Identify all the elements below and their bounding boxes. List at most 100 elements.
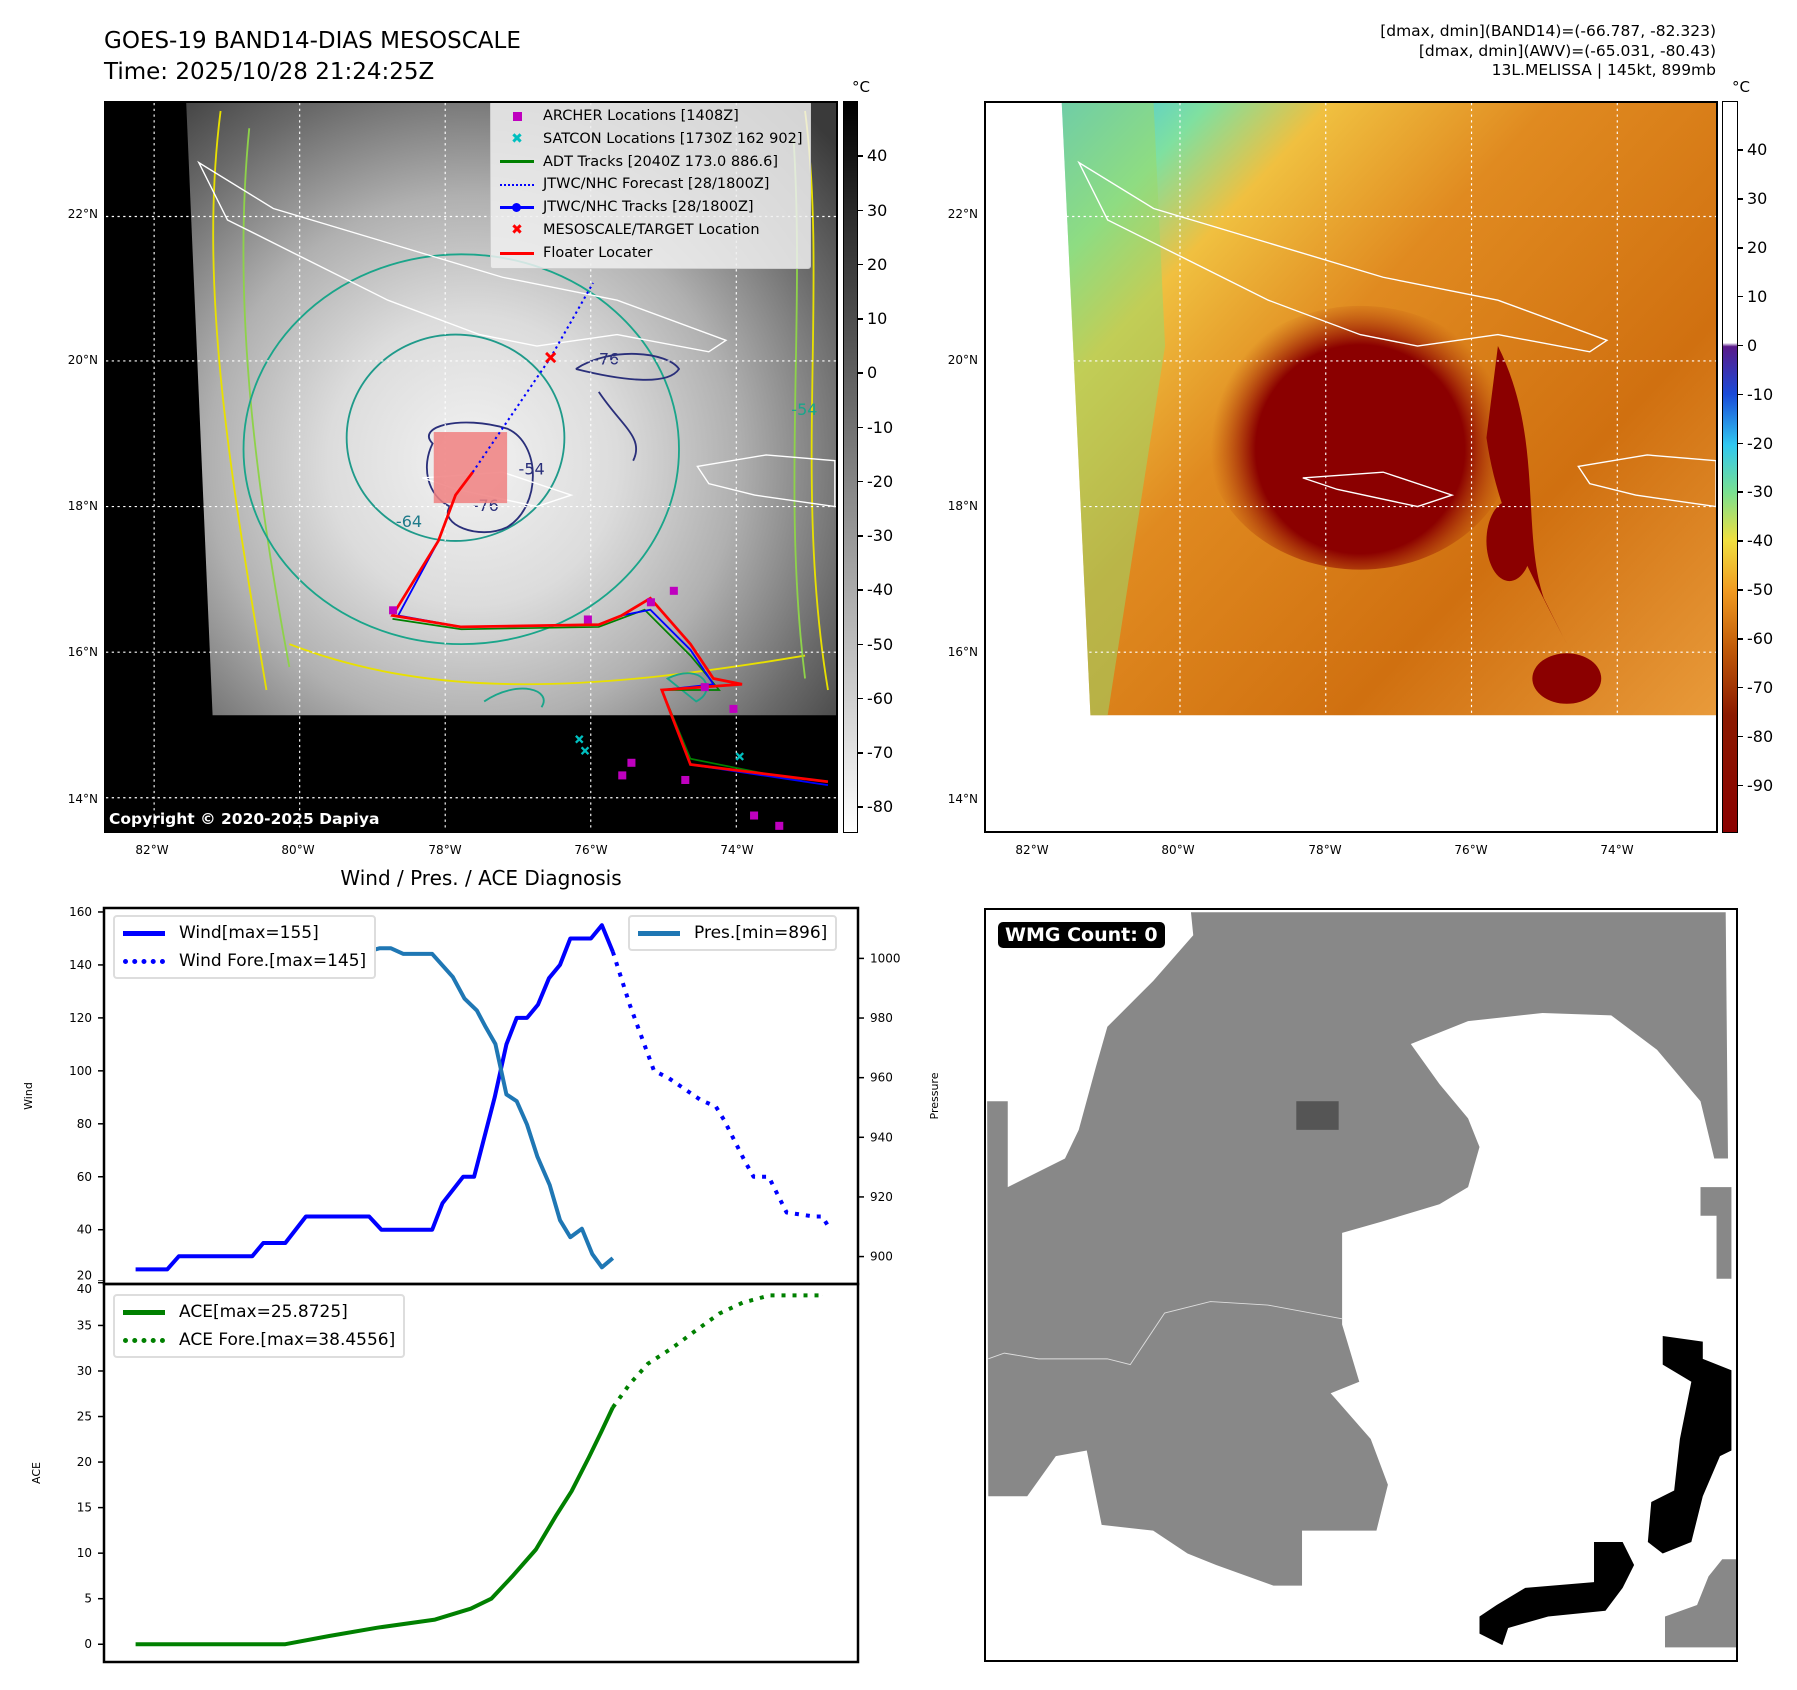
colorbar-left-unit: °C — [852, 78, 870, 96]
colorbar-tick-label: -70 — [867, 743, 894, 763]
legend-label: ACE Fore.[max=38.4556] — [179, 1330, 396, 1350]
colorbar-tick-label: 30 — [1747, 189, 1768, 209]
solid-line-icon — [123, 930, 165, 936]
lon-label: 78°W — [1308, 843, 1342, 857]
y-tick-label: 10 — [77, 1546, 92, 1560]
colorbar-tick — [858, 480, 863, 483]
colorbar-tick — [1738, 540, 1743, 542]
wmg-panel: WMG Count: 0 — [984, 908, 1738, 1662]
contour-teal-outer — [242, 253, 680, 646]
colorbar-tick-label: -30 — [1747, 482, 1774, 502]
awv-left-edge — [1061, 103, 1166, 716]
y-tick-label: 25 — [77, 1410, 92, 1424]
coastlines — [1077, 160, 1716, 508]
solid-line-icon — [638, 930, 680, 936]
colorbar-tick — [1738, 247, 1743, 249]
x-marker-icon: ✖ — [511, 221, 523, 238]
dotted-line-icon — [123, 958, 165, 964]
y-tick-label: 20 — [77, 1269, 92, 1283]
colorbar-tick — [858, 589, 863, 591]
colorbar-tick-label: -30 — [867, 526, 894, 546]
coastline-cuba — [1077, 160, 1609, 353]
legend-item-adt: ADT Tracks [2040Z 173.0 886.6] — [497, 151, 802, 174]
figure-title: GOES-19 BAND14-DIAS MESOSCALE Time: 2025… — [104, 26, 521, 88]
legend-item-wind-forecast: Wind Fore.[max=145] — [123, 947, 366, 975]
y-right-tick-label: 900 — [870, 1250, 893, 1264]
contour-teal-south — [483, 672, 708, 708]
colorbar-tick-label: -50 — [1747, 580, 1774, 600]
line-icon — [497, 251, 537, 255]
colorbar-tick-label: -40 — [867, 580, 894, 600]
legend-label: ACE[max=25.8725] — [179, 1302, 348, 1322]
legend-label: MESOSCALE/TARGET Location — [543, 221, 760, 238]
y-tick-label: 40 — [77, 1282, 92, 1296]
series-line-ace — [135, 1406, 615, 1647]
colorbar-tick-label: -10 — [867, 417, 894, 437]
awv-map-panel — [984, 101, 1718, 833]
y-axis-label: Wind — [22, 1082, 35, 1110]
target-location-marker — [545, 351, 557, 364]
colorbar-tick-label: -80 — [1747, 726, 1774, 746]
stats-header: [dmax, dmin](BAND14)=(-66.787, -82.323) … — [1380, 22, 1716, 81]
y-right-tick-label: 1000 — [870, 951, 901, 965]
line-dot-icon — [497, 203, 537, 213]
colorbar-tick — [1738, 784, 1743, 787]
colorbar-tick — [858, 318, 863, 320]
colorbar-right — [1722, 101, 1738, 833]
colorbar-tick — [1738, 149, 1743, 151]
lon-label: 80°W — [1161, 843, 1195, 857]
legend-label: Floater Locater — [543, 244, 653, 261]
colorbar-tick-label: -70 — [1747, 677, 1774, 697]
legend-label: ARCHER Locations [1408Z] — [543, 108, 739, 124]
legend-item-target: ✖ MESOSCALE/TARGET Location — [497, 219, 802, 242]
lat-label: 22°N — [947, 207, 978, 221]
legend-item-forecast: JTWC/NHC Forecast [28/1800Z] — [497, 173, 802, 196]
y-right-axis-label: Pressure — [928, 1072, 941, 1119]
cold-band — [1486, 346, 1567, 645]
legend-label: ADT Tracks [2040Z 173.0 886.6] — [543, 153, 779, 170]
colorbar-tick — [858, 806, 863, 808]
wmg-gray-region — [1665, 1559, 1736, 1648]
archer-locations — [389, 586, 784, 830]
lat-label: 16°N — [67, 645, 98, 659]
band14-stats: [dmax, dmin](BAND14)=(-66.787, -82.323) — [1380, 22, 1716, 40]
legend-label: Wind[max=155] — [179, 923, 319, 943]
awv-stats: [dmax, dmin](AWV)=(-65.031, -80.43) — [1418, 41, 1716, 60]
lon-label: 80°W — [281, 843, 315, 857]
colorbar-tick-label: 40 — [1747, 140, 1768, 160]
wmg-count-badge: WMG Count: 0 — [998, 922, 1165, 948]
colorbar-tick-label: -10 — [1747, 384, 1774, 404]
legend-item-pressure: Pres.[min=896] — [638, 919, 827, 947]
y-tick-label: 30 — [77, 1364, 92, 1378]
lat-label: 20°N — [947, 353, 978, 367]
lat-label: 14°N — [67, 792, 98, 806]
eyewall-cold-region — [1205, 305, 1516, 570]
solid-line-icon — [123, 1309, 165, 1315]
colorbar-tick-label: -50 — [867, 634, 894, 654]
dotted-line-icon — [497, 183, 537, 186]
legend-item-archer: ARCHER Locations [1408Z] — [497, 105, 802, 128]
colorbar-tick — [858, 263, 863, 266]
colorbar-tick — [1738, 589, 1743, 591]
coastline-cuba — [197, 160, 728, 353]
legend-label: Wind Fore.[max=145] — [179, 951, 367, 971]
pressure-legend: Pres.[min=896] — [628, 915, 838, 951]
legend-item-satcon: ✖ SATCON Locations [1730Z 162 902] — [497, 128, 802, 151]
copyright-text: Copyright © 2020-2025 Dapiya — [109, 810, 380, 828]
ir-map-panel: -76 -54 -64 -76 -54 ARCHER Locations [14… — [104, 101, 838, 833]
contour-label: -64 — [396, 512, 422, 531]
square-marker-icon — [497, 111, 537, 121]
colorbar-tick-label: 0 — [867, 363, 878, 383]
wmg-black-region — [1647, 1335, 1732, 1554]
ace-chart: 0 5 10 15 20 25 30 35 40 ACE — [30, 1280, 860, 1664]
y-tick-label: 160 — [69, 905, 92, 919]
series-line-wind-fore- — [610, 951, 831, 1229]
y-tick-label: 140 — [69, 958, 92, 972]
diagnosis-title: Wind / Pres. / ACE Diagnosis — [340, 866, 622, 890]
lon-label: 82°W — [1015, 843, 1049, 857]
y-tick-label: 120 — [69, 1011, 92, 1025]
lon-label: 76°W — [574, 843, 608, 857]
floater-track — [390, 471, 829, 784]
colorbar-tick — [1738, 638, 1743, 640]
legend-label: SATCON Locations [1730Z 162 902] — [543, 130, 803, 147]
